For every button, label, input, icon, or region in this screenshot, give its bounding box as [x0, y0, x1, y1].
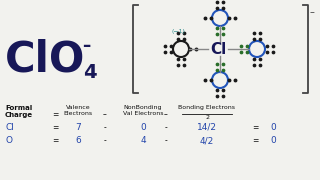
Text: Formal
Charge: Formal Charge [5, 105, 33, 118]
Text: -: - [164, 123, 167, 132]
Text: 7: 7 [75, 123, 81, 132]
Text: 4/2: 4/2 [200, 136, 214, 145]
Text: =: = [52, 136, 58, 145]
Text: –: – [164, 110, 168, 119]
Text: =: = [252, 136, 258, 145]
Text: -: - [104, 136, 106, 145]
Text: 2: 2 [205, 115, 209, 120]
Text: –: – [82, 37, 90, 55]
Text: 0: 0 [140, 123, 146, 132]
Text: Cl: Cl [5, 123, 14, 132]
Text: 6: 6 [75, 136, 81, 145]
Text: -: - [104, 123, 106, 132]
Text: 4: 4 [140, 136, 146, 145]
Text: 14/2: 14/2 [197, 123, 217, 132]
Text: =: = [252, 123, 258, 132]
Text: Cl: Cl [210, 42, 226, 57]
Text: Bonding Electrons: Bonding Electrons [179, 105, 236, 110]
Text: ClO: ClO [5, 39, 85, 81]
Text: 0: 0 [270, 136, 276, 145]
Text: NonBonding
Val Electrons: NonBonding Val Electrons [123, 105, 163, 116]
Text: =: = [52, 123, 58, 132]
Text: -: - [164, 136, 167, 145]
Text: –: – [103, 110, 107, 119]
Text: (−1): (−1) [172, 29, 186, 34]
Text: 0: 0 [270, 123, 276, 132]
Text: 4: 4 [83, 62, 97, 82]
Text: =: = [52, 110, 58, 119]
Text: –: – [310, 7, 315, 17]
Text: O: O [5, 136, 12, 145]
Text: Valence
Electrons: Valence Electrons [63, 105, 92, 116]
